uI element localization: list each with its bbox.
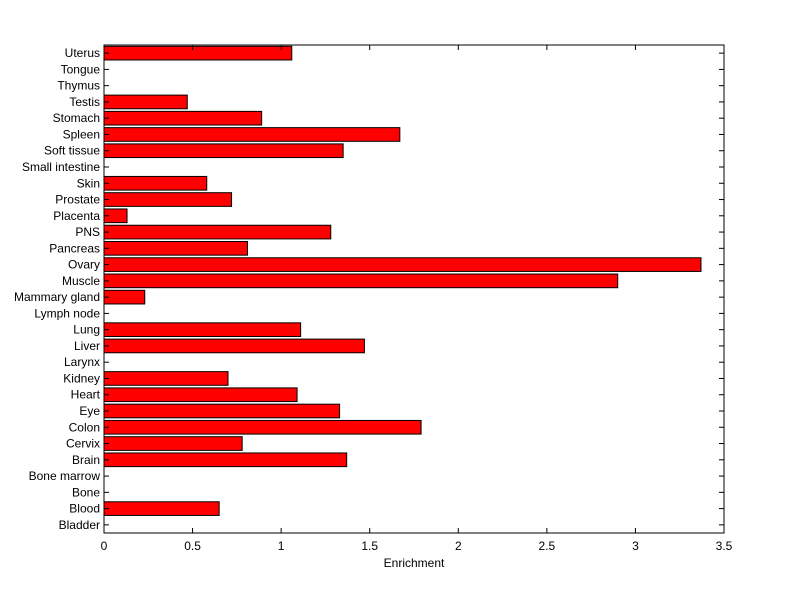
x-tick-label: 0 <box>101 539 108 553</box>
bar-lung <box>103 322 302 337</box>
bar-colon <box>103 419 422 435</box>
y-tick-label: Stomach <box>53 111 100 125</box>
bar-cervix <box>103 436 243 451</box>
y-tick-label: Thymus <box>57 79 100 93</box>
y-tick-label: Kidney <box>63 371 100 385</box>
bar-kidney <box>103 371 229 386</box>
y-tick-label: Pancreas <box>49 241 100 255</box>
y-tick-label: Tongue <box>61 62 101 76</box>
bar-muscle <box>103 273 619 289</box>
bar-uterus <box>103 45 293 61</box>
y-tick-label: Muscle <box>62 274 100 288</box>
y-tick-label: Mammary gland <box>14 290 100 304</box>
y-tick-label: Uterus <box>65 46 100 60</box>
bar-ovary <box>103 257 702 272</box>
y-tick-label: Brain <box>72 453 100 467</box>
bar-prostate <box>103 192 233 207</box>
bar-stomach <box>103 110 263 126</box>
bar-blood <box>103 501 220 516</box>
y-tick-label: Larynx <box>64 355 100 369</box>
x-axis-label: Enrichment <box>384 556 445 570</box>
plot-frame <box>103 44 725 534</box>
x-tick-label: 3 <box>632 539 639 553</box>
bars-group <box>103 45 702 516</box>
y-tick-label: PNS <box>75 225 100 239</box>
y-tick-label: Bone <box>72 485 100 499</box>
y-tick-label: Skin <box>77 176 100 190</box>
bar-testis <box>103 94 188 110</box>
x-tick-label: 1 <box>278 539 285 553</box>
bar-liver <box>103 338 365 354</box>
x-tick-label: 0.5 <box>184 539 201 553</box>
y-tick-label: Liver <box>74 339 100 353</box>
y-tick-label: Small intestine <box>22 160 100 174</box>
y-tick-label: Bladder <box>59 518 100 532</box>
y-tick-label: Heart <box>71 388 101 402</box>
y-ticks-group: Uterus Tongue Thymus Testis Stomach Spleen Sof… <box>14 46 724 532</box>
x-tick-label: 2 <box>455 539 462 553</box>
bar-pancreas <box>103 241 248 256</box>
x-tick-label: 1.5 <box>361 539 378 553</box>
y-tick-label: Prostate <box>55 193 100 207</box>
bar-soft-tissue <box>103 143 344 159</box>
y-tick-label: Blood <box>69 502 100 516</box>
y-tick-label: Lung <box>73 323 100 337</box>
x-tick-label: 3.5 <box>716 539 733 553</box>
bar-mammary-gland <box>103 289 146 305</box>
y-tick-label: Lymph node <box>34 306 100 320</box>
y-tick-label: Colon <box>69 420 100 434</box>
y-tick-label: Eye <box>79 404 100 418</box>
y-tick-label: Soft tissue <box>44 144 100 158</box>
y-tick-label: Spleen <box>63 127 100 141</box>
bar-skin <box>103 175 208 191</box>
bar-brain <box>103 452 348 468</box>
bar-spleen <box>103 127 401 142</box>
bar-eye <box>103 403 341 419</box>
y-tick-label: Testis <box>69 95 100 109</box>
y-tick-label: Ovary <box>68 258 100 272</box>
y-tick-label: Placenta <box>53 209 100 223</box>
bar-pns <box>103 224 332 240</box>
y-tick-label: Bone marrow <box>29 469 101 483</box>
bar-heart <box>103 387 298 403</box>
x-ticks-group: 0 0.5 1 1.5 2 2.5 3 3.5 <box>101 45 733 553</box>
x-tick-label: 2.5 <box>539 539 556 553</box>
y-tick-label: Cervix <box>66 437 100 451</box>
